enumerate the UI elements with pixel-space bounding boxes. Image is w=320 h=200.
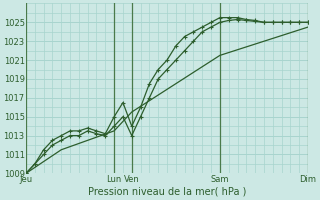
X-axis label: Pression niveau de la mer( hPa ): Pression niveau de la mer( hPa ) — [88, 187, 246, 197]
